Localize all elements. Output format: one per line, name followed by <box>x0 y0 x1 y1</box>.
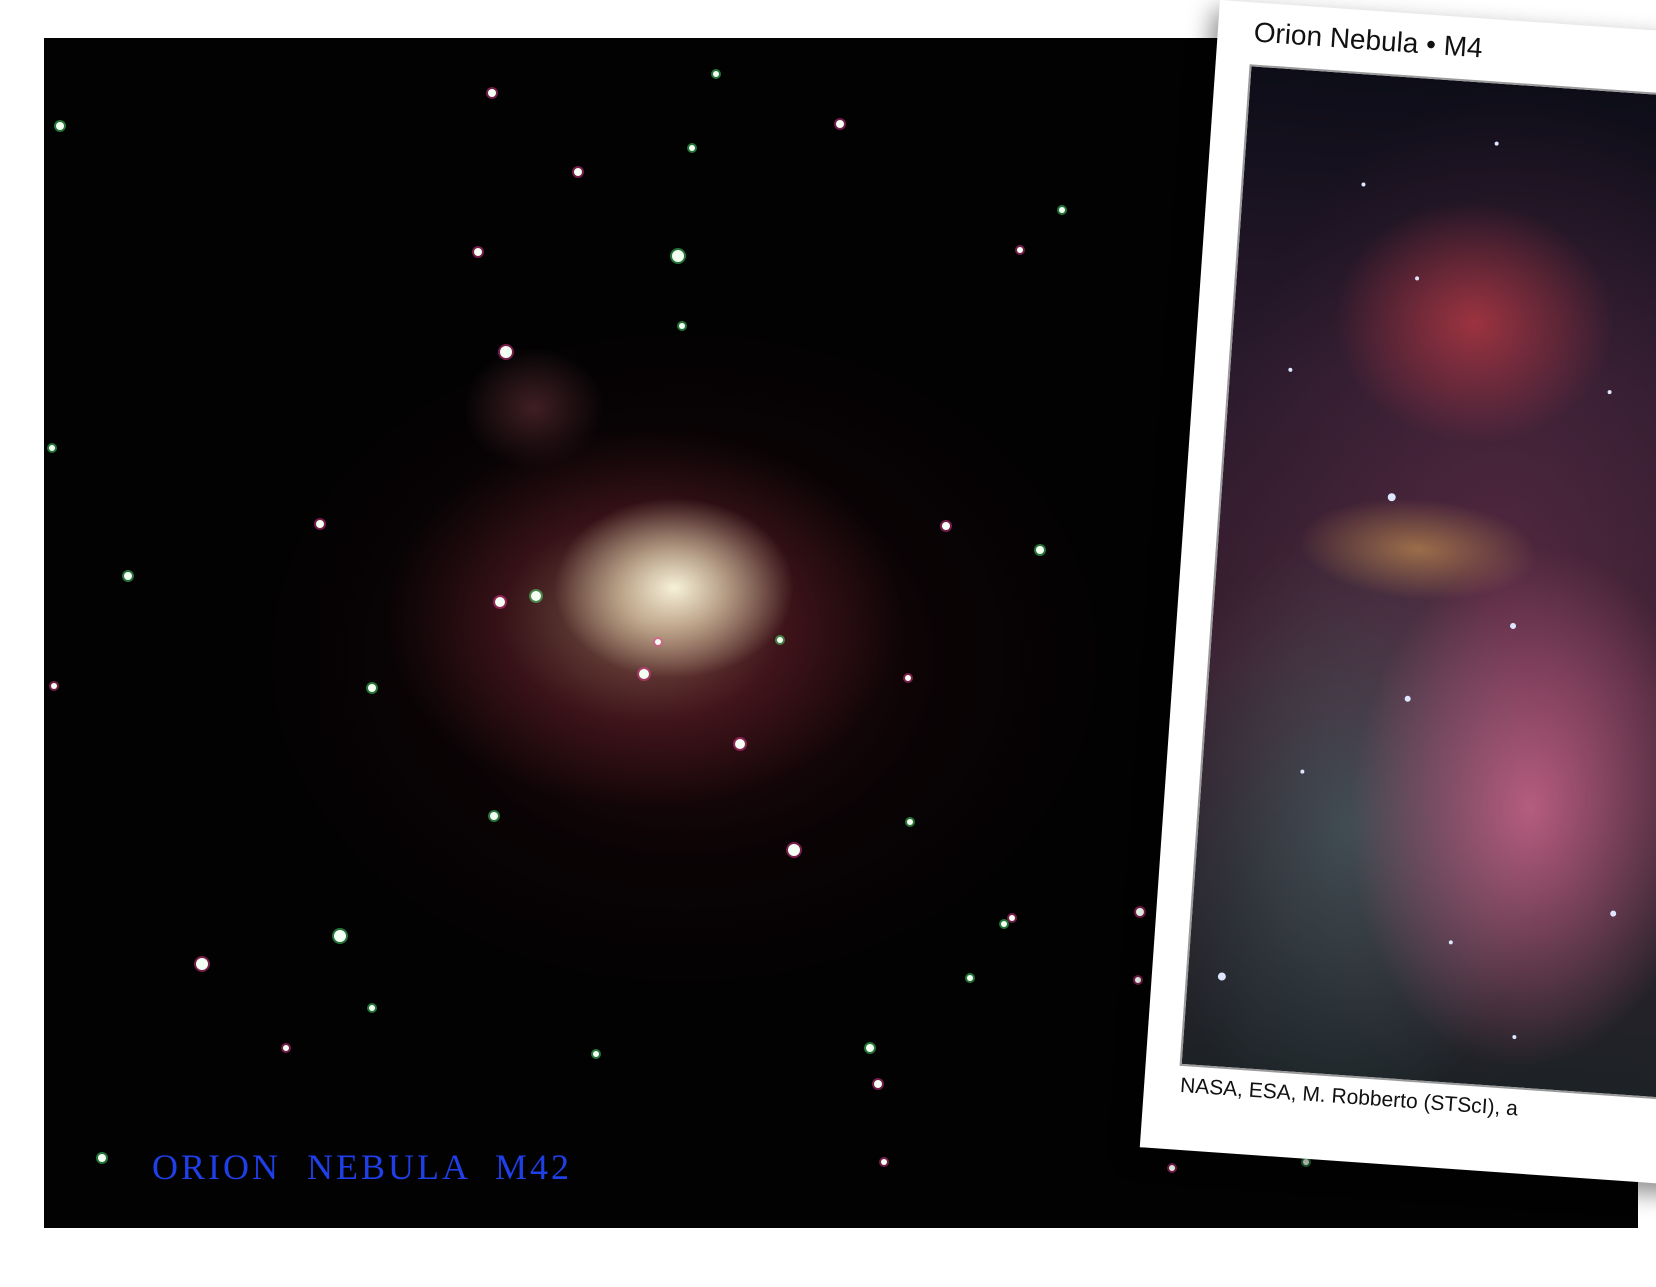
photo-caption: ORION NEBULA M42 <box>152 1147 573 1187</box>
star-core <box>49 445 55 451</box>
star <box>1510 622 1517 629</box>
star-core <box>283 1045 289 1051</box>
star-core <box>495 597 505 607</box>
star <box>1494 141 1499 146</box>
star-core <box>1169 1165 1175 1171</box>
star-core <box>1036 546 1044 554</box>
star-core <box>672 250 684 262</box>
star-core <box>866 1044 874 1052</box>
star-core <box>689 145 695 151</box>
star-core <box>334 930 346 942</box>
star-core <box>490 812 498 820</box>
star-core <box>124 572 132 580</box>
star-core <box>474 248 482 256</box>
star <box>1610 910 1617 917</box>
star-core <box>1303 1159 1309 1165</box>
star-core <box>98 1154 106 1162</box>
star-core <box>51 683 57 689</box>
star-core <box>905 675 911 681</box>
print-title: Orion Nebula • M4 <box>1252 16 1484 64</box>
star-core <box>574 168 582 176</box>
star-core <box>679 323 685 329</box>
star-core <box>1059 207 1065 213</box>
star-core <box>488 89 496 97</box>
star-core <box>1017 247 1023 253</box>
star-core <box>316 520 324 528</box>
star-field <box>47 69 1311 1173</box>
star <box>1448 940 1453 945</box>
hubble-print-card: Orion Nebula • M4 NASA, ESA, M. Robberto… <box>1139 0 1656 1187</box>
star-core <box>881 1159 887 1165</box>
star-core <box>500 346 512 358</box>
star-core <box>369 1005 375 1011</box>
star-core <box>907 819 913 825</box>
star <box>1607 390 1612 395</box>
star-core <box>1135 977 1141 983</box>
star-core <box>735 739 745 749</box>
star-core <box>196 958 208 970</box>
star <box>1288 367 1293 372</box>
star-core <box>836 120 844 128</box>
star-core <box>593 1051 599 1057</box>
star-core <box>777 637 783 643</box>
star-core <box>56 122 64 130</box>
star-core <box>1136 908 1144 916</box>
star <box>1300 769 1305 774</box>
star-core <box>967 975 973 981</box>
print-star-field <box>1217 141 1617 1040</box>
star-core <box>368 684 376 692</box>
star-core <box>713 71 719 77</box>
star-core <box>874 1080 882 1088</box>
star <box>1512 1035 1517 1040</box>
star-core <box>639 669 649 679</box>
star <box>1217 972 1226 981</box>
star <box>1387 493 1396 502</box>
star-core <box>531 591 541 601</box>
hubble-nebula-image <box>1179 64 1656 1101</box>
star-core <box>1009 915 1015 921</box>
star <box>1415 276 1420 281</box>
star <box>1361 182 1366 187</box>
star-core <box>942 522 950 530</box>
star-core <box>655 639 661 645</box>
star-core <box>788 844 800 856</box>
star <box>1404 695 1411 702</box>
star-core <box>1001 921 1007 927</box>
